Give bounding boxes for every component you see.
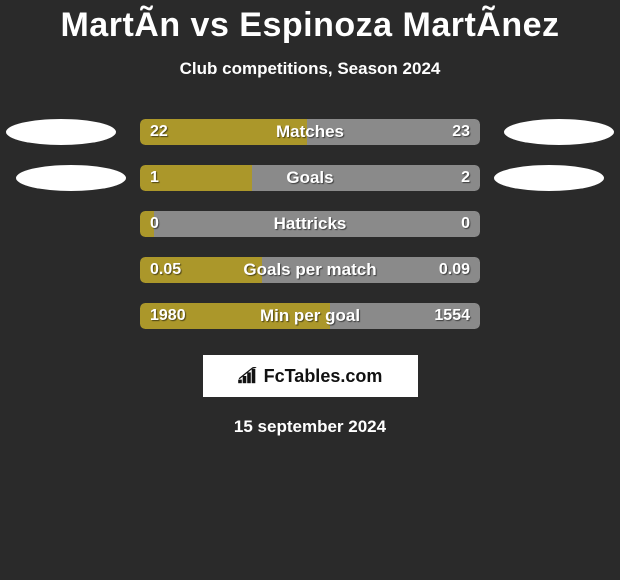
- comparison-card: MartÃ­n vs Espinoza MartÃ­nez Club compe…: [0, 0, 620, 580]
- stat-row: Hattricks00: [0, 211, 620, 237]
- stat-bar-right: [252, 165, 480, 191]
- stat-value-left: 22: [150, 119, 168, 145]
- stat-value-right: 23: [452, 119, 470, 145]
- player-left-avatar: [16, 165, 126, 191]
- stat-bar-right: [154, 211, 480, 237]
- source-logo-text: FcTables.com: [264, 366, 383, 387]
- player-right-avatar: [504, 119, 614, 145]
- stat-row: Goals12: [0, 165, 620, 191]
- stat-value-left: 0: [150, 211, 159, 237]
- stat-bar-track: [140, 257, 480, 283]
- stat-bar-track: [140, 119, 480, 145]
- player-right-avatar: [494, 165, 604, 191]
- page-title: MartÃ­n vs Espinoza MartÃ­nez: [0, 0, 620, 45]
- stat-row: Goals per match0.050.09: [0, 257, 620, 283]
- page-subtitle: Club competitions, Season 2024: [0, 59, 620, 79]
- stats-rows: Matches2223Goals12Hattricks00Goals per m…: [0, 119, 620, 329]
- stat-bar-track: [140, 165, 480, 191]
- date-line: 15 september 2024: [0, 417, 620, 437]
- source-logo[interactable]: FcTables.com: [203, 355, 418, 397]
- stat-value-left: 1980: [150, 303, 186, 329]
- stat-value-right: 0: [461, 211, 470, 237]
- stat-value-right: 1554: [434, 303, 470, 329]
- stat-row: Matches2223: [0, 119, 620, 145]
- stat-value-right: 2: [461, 165, 470, 191]
- stat-value-left: 0.05: [150, 257, 181, 283]
- stat-row: Min per goal19801554: [0, 303, 620, 329]
- stat-bar-track: [140, 303, 480, 329]
- player-left-avatar: [6, 119, 116, 145]
- stat-value-right: 0.09: [439, 257, 470, 283]
- stat-bar-track: [140, 211, 480, 237]
- stat-value-left: 1: [150, 165, 159, 191]
- bar-chart-icon: [238, 367, 260, 385]
